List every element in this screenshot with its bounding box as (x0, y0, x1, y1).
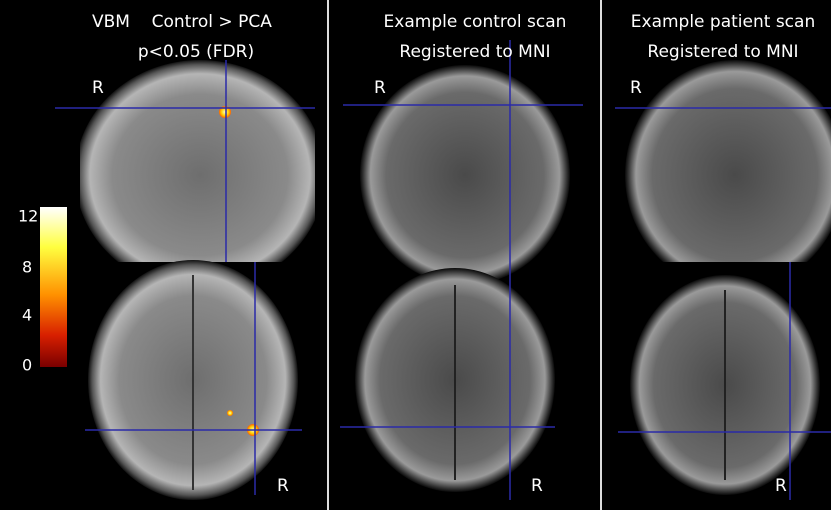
activation (227, 410, 233, 416)
axial-image (355, 268, 555, 492)
panel-title: VBM Control > PCA (92, 12, 272, 32)
sagittal-image (75, 60, 325, 290)
colorbar (40, 207, 67, 367)
colorbar-tick: 12 (18, 207, 38, 226)
orientation-label: R (92, 78, 104, 98)
sagittal-image (360, 65, 570, 285)
panel-title: Example patient scan (631, 12, 815, 32)
panel-title: Registered to MNI (399, 42, 550, 62)
colorbar-tick: 4 (22, 306, 32, 325)
orientation-label: R (277, 476, 289, 496)
axial-image (88, 260, 298, 500)
colorbar-tick: 0 (22, 356, 32, 375)
figure: 12 8 4 0 VBM Control > PCA p<0.05 (FDR) … (0, 0, 831, 510)
colorbar-tick: 8 (22, 258, 32, 277)
orientation-label: R (775, 476, 787, 496)
panel-title: p<0.05 (FDR) (138, 42, 254, 62)
panel-title: Example control scan (384, 12, 567, 32)
orientation-label: R (630, 78, 642, 98)
orientation-label: R (374, 78, 386, 98)
axial-image (630, 275, 820, 495)
panel-title: Registered to MNI (647, 42, 798, 62)
orientation-label: R (531, 476, 543, 496)
